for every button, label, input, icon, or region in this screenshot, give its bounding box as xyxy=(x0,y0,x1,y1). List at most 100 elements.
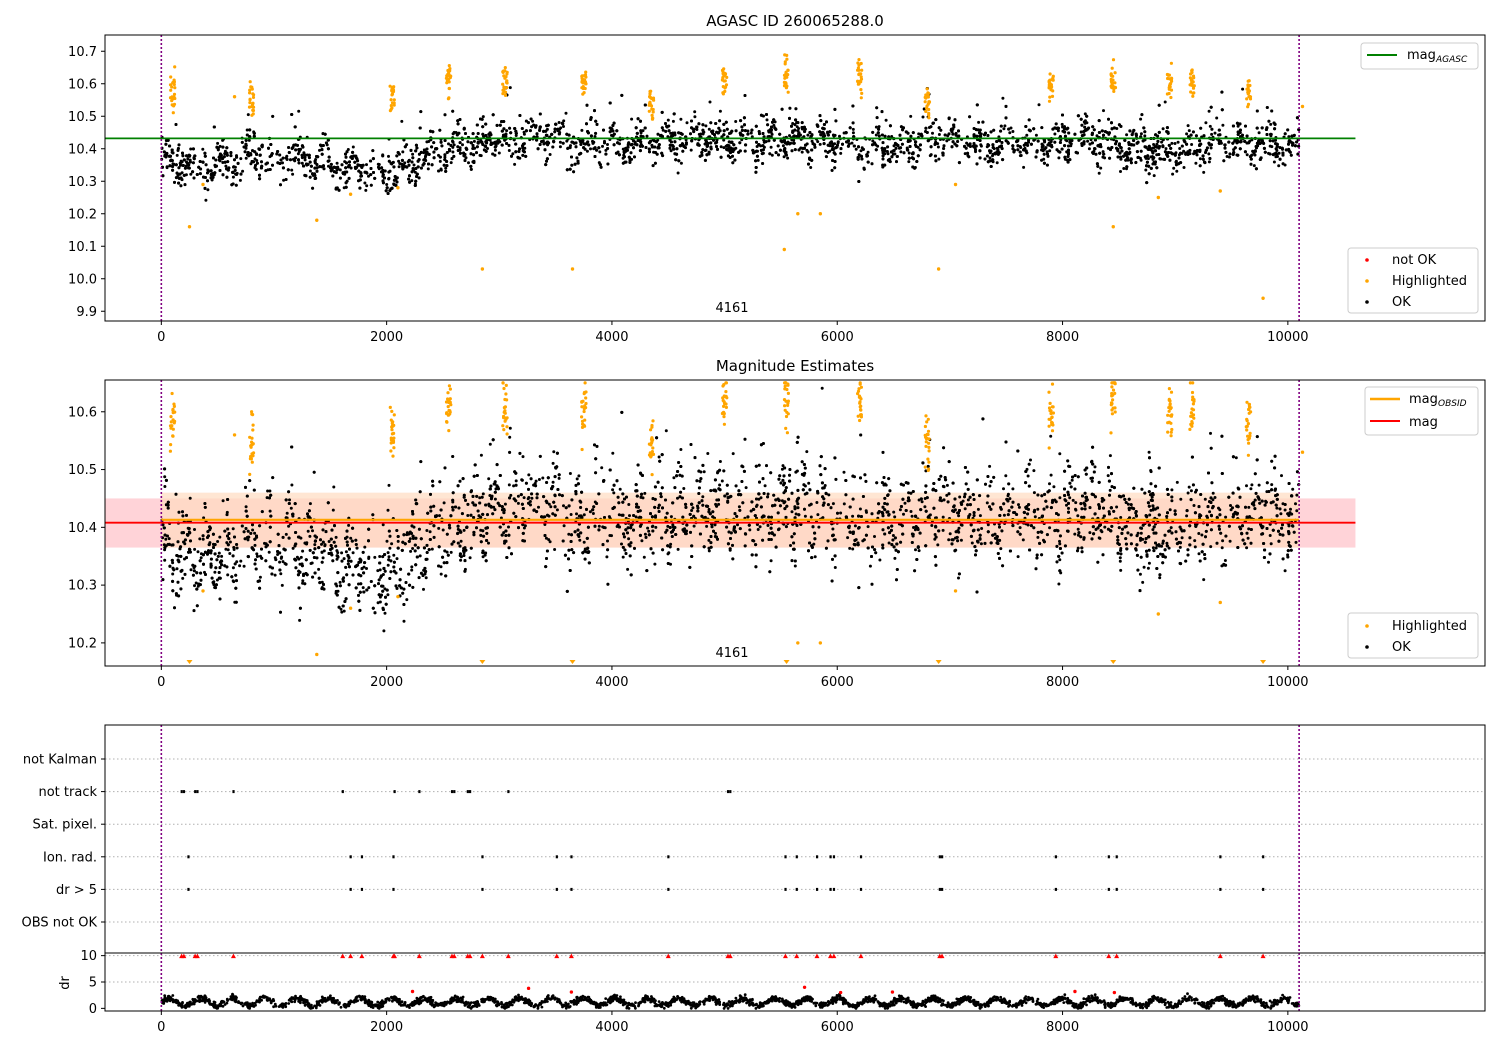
ok-point xyxy=(244,138,248,142)
ok-point xyxy=(550,132,554,136)
ok-point xyxy=(302,164,305,168)
ok-point xyxy=(689,132,692,136)
ok-point xyxy=(1152,161,1156,164)
ok-point xyxy=(1139,149,1143,153)
ok-point xyxy=(1099,166,1103,170)
ok-point xyxy=(731,150,735,153)
ok-point xyxy=(1265,126,1269,130)
ok-point xyxy=(824,149,827,153)
ok-point xyxy=(630,117,634,121)
ok-point xyxy=(668,146,672,150)
ok-point xyxy=(1115,127,1119,130)
ok-point xyxy=(1127,147,1131,151)
ok-point xyxy=(967,155,971,159)
ok-point xyxy=(742,116,746,120)
ok-point xyxy=(359,171,363,175)
ok-point xyxy=(818,130,822,134)
ok-point xyxy=(174,123,178,126)
ok-point xyxy=(950,130,954,133)
ok-point xyxy=(252,134,256,138)
ok-point xyxy=(188,160,192,164)
ok-point xyxy=(972,133,976,137)
ok-point xyxy=(703,142,707,146)
ok-point xyxy=(245,128,249,132)
ok-point xyxy=(839,151,843,155)
ok-point xyxy=(722,146,726,150)
ok-point xyxy=(164,155,168,159)
ok-point xyxy=(1103,130,1107,134)
ok-point xyxy=(300,161,304,165)
ok-point xyxy=(1025,133,1029,137)
ok-point xyxy=(278,162,282,165)
ok-point xyxy=(1090,141,1094,145)
ok-point xyxy=(633,155,636,159)
ok-point xyxy=(415,172,419,176)
ok-point xyxy=(177,166,181,170)
ok-point xyxy=(1045,163,1049,167)
ok-point xyxy=(1202,170,1206,174)
ok-point xyxy=(1102,109,1105,113)
ok-point xyxy=(761,132,765,135)
ok-point xyxy=(456,119,460,123)
ok-point xyxy=(807,162,810,166)
ok-point xyxy=(1249,162,1253,166)
ok-point xyxy=(1257,131,1261,135)
ok-point xyxy=(580,128,584,132)
ok-point xyxy=(987,143,991,147)
ok-point xyxy=(1056,129,1060,133)
ok-point xyxy=(300,153,304,157)
ok-point xyxy=(464,156,468,160)
ok-point xyxy=(403,145,407,149)
ok-point xyxy=(401,150,405,154)
ok-point xyxy=(963,152,967,156)
ok-point xyxy=(371,157,375,161)
ok-point xyxy=(608,126,612,130)
ok-point xyxy=(1270,109,1274,113)
ok-point xyxy=(424,159,428,162)
ok-point xyxy=(540,140,544,144)
ok-point xyxy=(1173,142,1177,145)
ok-point xyxy=(666,135,670,139)
ok-point xyxy=(593,155,597,158)
ok-point xyxy=(544,133,548,137)
ok-point xyxy=(346,148,350,151)
ok-point xyxy=(846,144,850,148)
ok-point xyxy=(611,129,615,133)
ok-point xyxy=(216,141,220,145)
ok-point xyxy=(1194,161,1198,165)
ok-point xyxy=(733,158,737,162)
ok-point xyxy=(456,145,460,149)
ok-point xyxy=(323,132,327,136)
ok-point xyxy=(679,161,683,165)
ok-point xyxy=(264,162,268,166)
ok-point xyxy=(1188,148,1192,152)
ok-point xyxy=(1220,108,1224,112)
ok-point xyxy=(1225,155,1229,158)
ok-point xyxy=(497,151,501,155)
ok-point xyxy=(369,159,373,163)
ok-point xyxy=(1091,125,1095,129)
ok-point xyxy=(937,157,941,161)
ok-point xyxy=(772,138,776,142)
ok-point xyxy=(767,139,771,143)
ok-point xyxy=(675,147,679,151)
ok-point xyxy=(749,131,753,135)
ok-point xyxy=(244,156,248,160)
ok-point xyxy=(1016,148,1020,152)
ok-point xyxy=(443,153,447,157)
ok-point xyxy=(292,157,296,161)
ok-point xyxy=(898,133,902,137)
ok-point xyxy=(881,151,885,155)
ok-point xyxy=(786,140,790,144)
ok-point xyxy=(1092,128,1096,132)
ok-point xyxy=(1144,145,1148,149)
ok-point xyxy=(746,129,750,133)
ok-point xyxy=(214,158,218,162)
ok-point xyxy=(1237,122,1241,126)
ok-point xyxy=(983,133,986,137)
ok-point xyxy=(947,132,951,136)
ok-point xyxy=(811,142,815,146)
ok-point xyxy=(942,147,946,150)
ok-point xyxy=(410,170,414,174)
ok-point xyxy=(1139,117,1143,121)
